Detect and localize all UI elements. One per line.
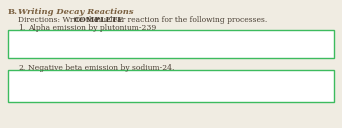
- Text: Negative beta emission by sodium-24.: Negative beta emission by sodium-24.: [28, 64, 174, 72]
- Bar: [8, 30, 334, 58]
- Text: Directions: Write the: Directions: Write the: [18, 16, 101, 24]
- Text: 1.: 1.: [18, 24, 25, 32]
- Bar: [8, 70, 334, 102]
- Text: COMPLETE: COMPLETE: [73, 16, 123, 24]
- Text: nuclear reaction for the following processes.: nuclear reaction for the following proce…: [94, 16, 268, 24]
- Text: 2.: 2.: [18, 64, 25, 72]
- Text: Alpha emission by plutonium-239: Alpha emission by plutonium-239: [28, 24, 156, 32]
- Text: Writing Decay Reactions: Writing Decay Reactions: [18, 8, 134, 16]
- Text: B.: B.: [8, 8, 18, 16]
